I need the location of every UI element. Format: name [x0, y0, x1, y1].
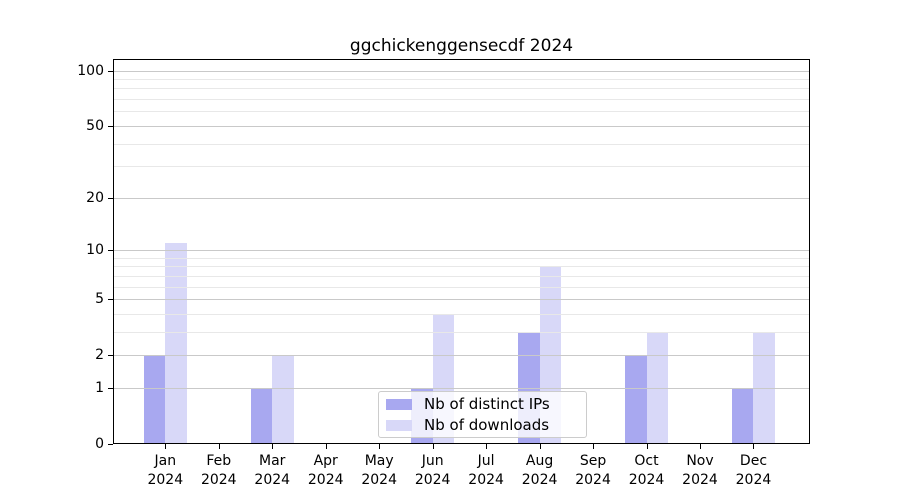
x-tick-label-apr: Apr 2024: [307, 453, 344, 488]
gridline-minor-90: [113, 79, 810, 81]
gridline-major-50: [113, 125, 810, 127]
legend-swatch-distinct-ips: [386, 398, 412, 410]
x-tick-label-mar: Mar 2024: [254, 453, 291, 488]
y-tick-mark-50: [108, 125, 113, 127]
y-tick-label-0: 0: [95, 436, 104, 452]
gridline-minor-8: [113, 266, 810, 268]
bar-nb-of-distinct-ips-mar: [250, 387, 273, 444]
x-tick-mark-may: [379, 444, 381, 449]
legend-swatch-downloads: [386, 419, 412, 431]
gridline-minor-6: [113, 286, 810, 288]
gridline-minor-30: [113, 166, 810, 168]
gridline-minor-40: [113, 143, 810, 145]
x-tick-mark-apr: [325, 444, 327, 449]
y-tick-mark-20: [108, 197, 113, 199]
gridline-minor-60: [113, 111, 810, 113]
y-tick-label-2: 2: [95, 347, 104, 364]
x-tick-mark-jul: [486, 444, 488, 449]
gridline-major-100: [113, 70, 810, 72]
bar-nb-of-downloads-jan: [165, 242, 187, 444]
x-tick-label-sep: Sep 2024: [575, 453, 611, 488]
x-tick-label-aug: Aug 2024: [521, 453, 558, 488]
y-tick-mark-100: [108, 70, 113, 72]
chart-title: ggchickenggensecdf 2024: [349, 36, 574, 56]
gridline-major-2: [113, 355, 810, 357]
y-tick-label-10: 10: [86, 241, 104, 258]
x-tick-mark-dec: [753, 444, 755, 449]
legend-label-downloads: Nb of downloads: [424, 415, 550, 434]
gridline-major-5: [113, 299, 810, 301]
gridline-minor-80: [113, 88, 810, 90]
legend-label-distinct-ips: Nb of distinct IPs: [424, 394, 550, 413]
y-tick-mark-2: [108, 355, 113, 357]
x-tick-mark-mar: [272, 444, 274, 449]
legend: Nb of distinct IPs Nb of downloads: [378, 391, 587, 438]
gridline-minor-7: [113, 275, 810, 277]
legend-item-distinct-ips: Nb of distinct IPs: [386, 396, 586, 413]
x-tick-label-jul: Jul 2024: [468, 453, 504, 488]
x-tick-label-may: May 2024: [361, 453, 397, 488]
bar-nb-of-distinct-ips-jan: [143, 355, 166, 444]
x-tick-mark-aug: [539, 444, 541, 449]
plot-area: [113, 59, 810, 444]
gridline-minor-4: [113, 313, 810, 315]
x-tick-mark-jan: [165, 444, 167, 449]
y-tick-mark-1: [108, 387, 113, 389]
x-tick-label-nov: Nov 2024: [682, 453, 718, 488]
y-tick-label-50: 50: [86, 117, 104, 134]
y-tick-label-5: 5: [95, 291, 104, 308]
x-tick-mark-jun: [432, 444, 434, 449]
gridline-minor-9: [113, 257, 810, 259]
x-tick-mark-nov: [700, 444, 701, 449]
x-tick-label-dec: Dec 2024: [735, 453, 772, 488]
gridline-major-20: [113, 197, 810, 199]
y-tick-label-100: 100: [77, 62, 104, 79]
y-tick-label-1: 1: [95, 379, 104, 396]
y-tick-mark-0: [108, 444, 113, 445]
x-tick-label-jan: Jan 2024: [147, 453, 184, 488]
gridline-minor-3: [113, 331, 810, 333]
y-tick-mark-5: [108, 299, 113, 301]
y-tick-mark-10: [108, 249, 113, 251]
y-tick-label-20: 20: [86, 189, 104, 206]
bar-nb-of-downloads-mar: [272, 355, 294, 444]
bar-nb-of-distinct-ips-oct: [625, 355, 647, 444]
x-tick-label-feb: Feb 2024: [200, 453, 237, 488]
gridline-major-10: [113, 249, 810, 251]
x-tick-label-oct: Oct 2024: [628, 453, 665, 488]
legend-item-downloads: Nb of downloads: [386, 417, 586, 434]
gridline-minor-70: [113, 99, 810, 101]
x-tick-label-jun: Jun 2024: [414, 453, 451, 488]
x-tick-mark-oct: [646, 444, 648, 449]
gridline-major-1: [113, 387, 810, 389]
x-tick-mark-sep: [593, 444, 595, 449]
bar-nb-of-distinct-ips-dec: [732, 387, 754, 444]
x-tick-mark-feb: [218, 444, 220, 449]
